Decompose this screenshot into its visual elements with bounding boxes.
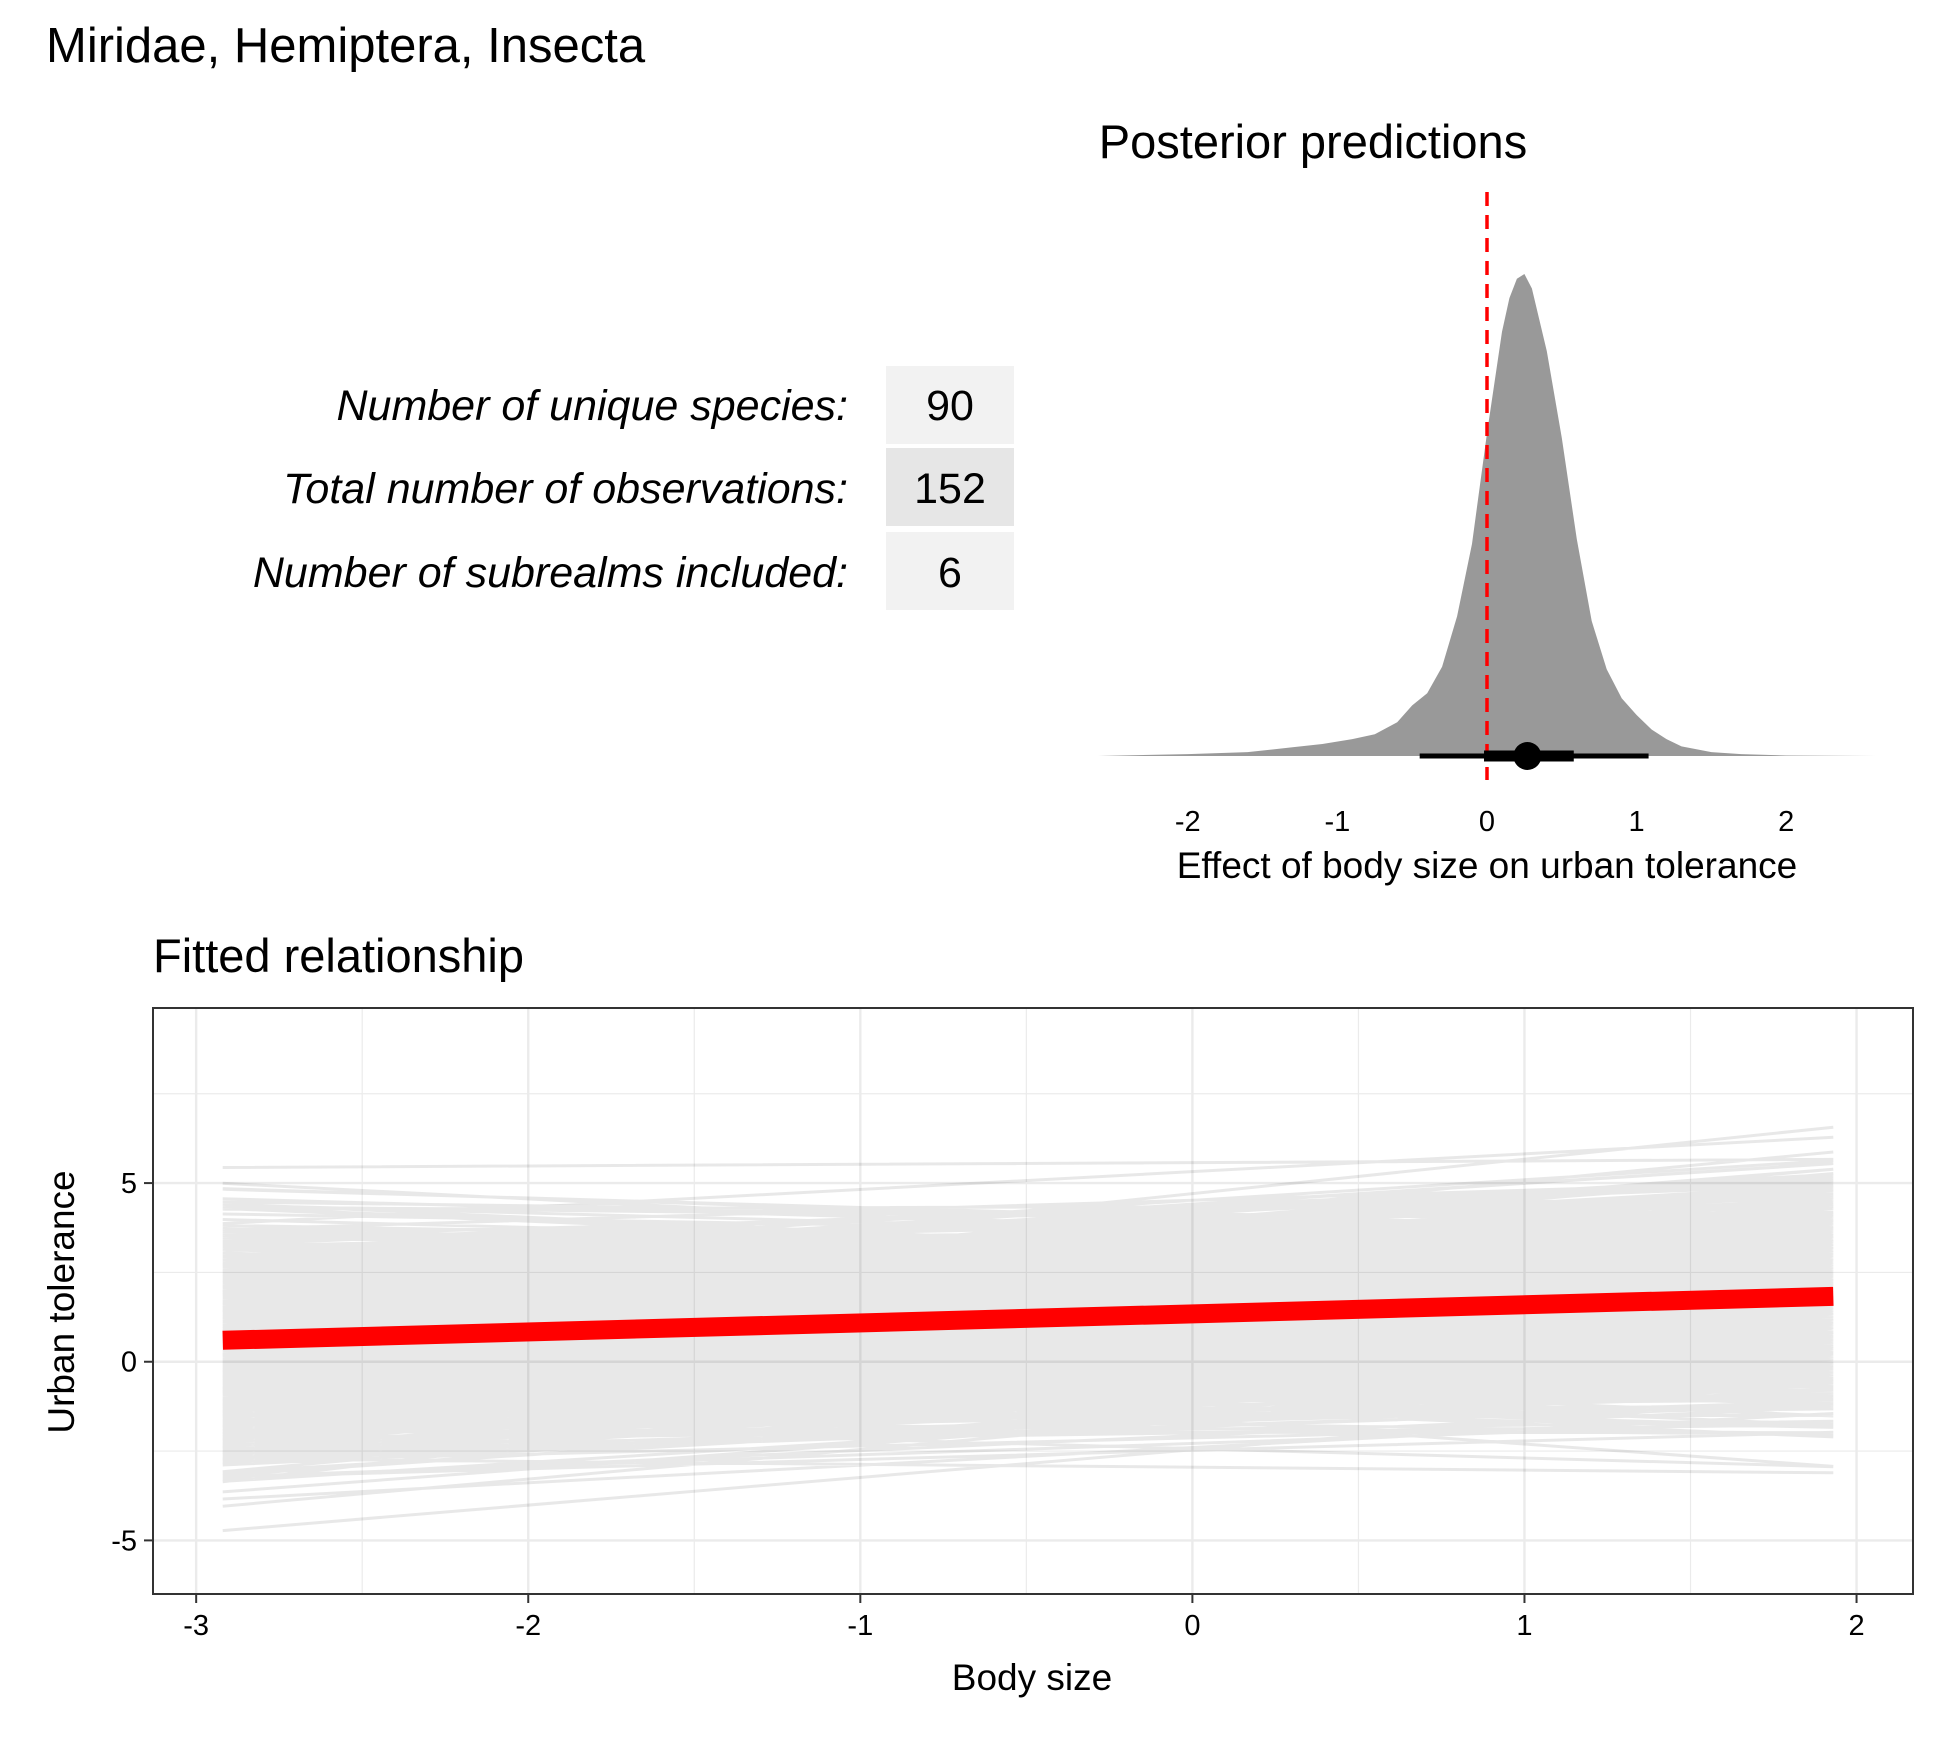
fitted-x-tick-label: -2 <box>515 1610 541 1642</box>
fitted-x-tick-label: 2 <box>1848 1610 1864 1642</box>
stat-cell-bg <box>886 448 1014 526</box>
stat-row-observations: Total number of observations: 152 <box>283 448 1014 526</box>
fitted-y-tick-label: 0 <box>121 1347 137 1379</box>
fitted-panel-border <box>152 1007 1914 1595</box>
fitted-x-tick-label: -3 <box>183 1610 209 1642</box>
stats-table: Number of unique species: 90 Total numbe… <box>253 366 1014 610</box>
fitted-x-tick-label: 1 <box>1516 1610 1532 1642</box>
stat-value-species: 90 <box>926 382 974 430</box>
stat-row-species: Number of unique species: 90 <box>336 366 1014 444</box>
posterior-x-tick-label: -1 <box>1324 806 1350 838</box>
fitted-x-tick-label: 0 <box>1184 1610 1200 1642</box>
stat-value-observations: 152 <box>914 465 986 513</box>
stat-value-subrealms: 6 <box>938 549 962 597</box>
posterior-x-tick-label: 2 <box>1778 806 1794 838</box>
stat-label-species: Number of unique species: <box>336 382 848 430</box>
posterior-marks-layer <box>1419 192 1649 780</box>
stat-cell-bg <box>886 366 1014 444</box>
stat-row-subrealms: Number of subrealms included: 6 <box>253 532 1014 610</box>
posterior-x-ticks: -2 -1 0 1 2 <box>1175 806 1794 838</box>
fitted-title: Fitted relationship <box>153 929 524 982</box>
fitted-y-tick-label: -5 <box>111 1525 137 1557</box>
fitted-line-layer <box>222 1286 1834 1350</box>
figure-title: Miridae, Hemiptera, Insecta <box>46 19 646 73</box>
posterior-x-tick-label: 0 <box>1479 806 1495 838</box>
fitted-x-axis-label: Body size <box>952 1657 1112 1698</box>
fitted-y-tick-label: 5 <box>121 1168 137 1200</box>
posterior-panel: Posterior predictions -2 -1 0 1 2 Effect of … <box>1098 115 1876 886</box>
stat-cell-bg <box>886 532 1014 610</box>
posterior-x-tick-label: 1 <box>1629 806 1645 838</box>
fitted-panel: Fitted relationship -3 -2 -1 0 1 2 -5 0 5 Body … <box>41 929 1914 1698</box>
fitted-y-axis-label: Urban tolerance <box>41 1170 82 1433</box>
posterior-x-tick-label: -2 <box>1175 806 1201 838</box>
stat-label-observations: Total number of observations: <box>283 465 848 513</box>
fitted-mean-line <box>222 1286 1834 1350</box>
point-estimate <box>1513 742 1542 770</box>
fitted-x-ticks: -3 -2 -1 0 1 2 <box>183 1594 1865 1642</box>
stat-label-subrealms: Number of subrealms included: <box>253 549 848 597</box>
posterior-title: Posterior predictions <box>1099 115 1527 168</box>
fitted-y-ticks: -5 0 5 <box>111 1168 153 1557</box>
fitted-x-tick-label: -1 <box>847 1610 873 1642</box>
posterior-x-axis-label: Effect of body size on urban tolerance <box>1177 845 1798 886</box>
